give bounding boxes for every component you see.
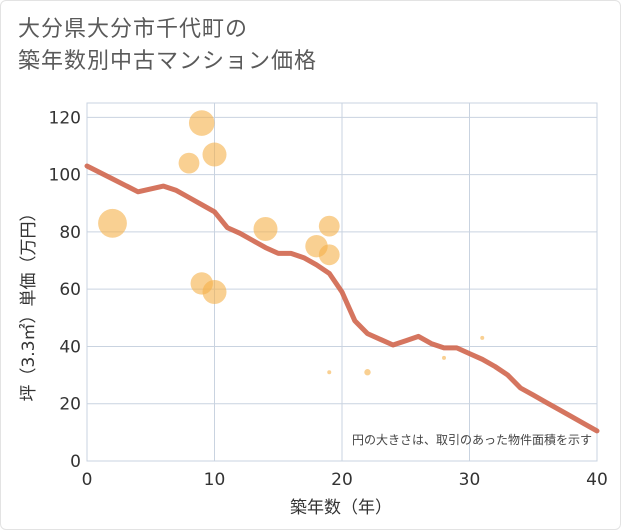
y-axis-label: 坪（3.3㎡）単価（万円） bbox=[19, 204, 39, 401]
data-point bbox=[364, 369, 371, 376]
data-point bbox=[188, 110, 215, 136]
x-tick-label: 10 bbox=[204, 470, 226, 490]
y-tick-label: 40 bbox=[59, 337, 81, 357]
x-axis-ticks: 0 10 20 30 40 bbox=[82, 470, 608, 490]
chart-title-line-2: 築年数別中古マンション価格 bbox=[18, 49, 318, 74]
chart-title-line-1: 大分県大分市千代町の bbox=[18, 17, 249, 42]
x-tick-label: 30 bbox=[459, 470, 481, 490]
x-axis-label: 築年数（年） bbox=[290, 498, 392, 518]
trend-line bbox=[84, 163, 600, 434]
data-point bbox=[202, 280, 227, 305]
y-tick-label: 60 bbox=[59, 280, 81, 300]
y-tick-label: 20 bbox=[59, 395, 81, 415]
size-note: 円の大きさは、取引のあった物件面積を示す bbox=[352, 432, 592, 447]
y-tick-label: 100 bbox=[49, 166, 81, 186]
plot-border bbox=[86, 102, 598, 462]
data-point bbox=[253, 217, 278, 242]
y-axis-ticks: 0 20 40 60 80 100 120 bbox=[49, 108, 81, 472]
data-point bbox=[202, 142, 227, 167]
data-point bbox=[318, 244, 340, 266]
y-tick-label: 120 bbox=[49, 108, 81, 128]
x-tick-label: 20 bbox=[331, 470, 353, 490]
data-point bbox=[318, 215, 340, 237]
bubble-series bbox=[98, 110, 485, 376]
data-point bbox=[178, 152, 200, 174]
y-tick-label: 80 bbox=[59, 223, 81, 243]
data-point bbox=[442, 355, 446, 360]
data-point bbox=[480, 335, 485, 340]
y-tick-label: 0 bbox=[70, 452, 81, 472]
x-tick-label: 0 bbox=[82, 470, 93, 490]
data-point bbox=[327, 370, 332, 375]
chart-title: 大分県大分市千代町の 築年数別中古マンション価格 bbox=[18, 14, 317, 78]
data-point bbox=[98, 208, 127, 238]
x-tick-label: 40 bbox=[586, 470, 608, 490]
